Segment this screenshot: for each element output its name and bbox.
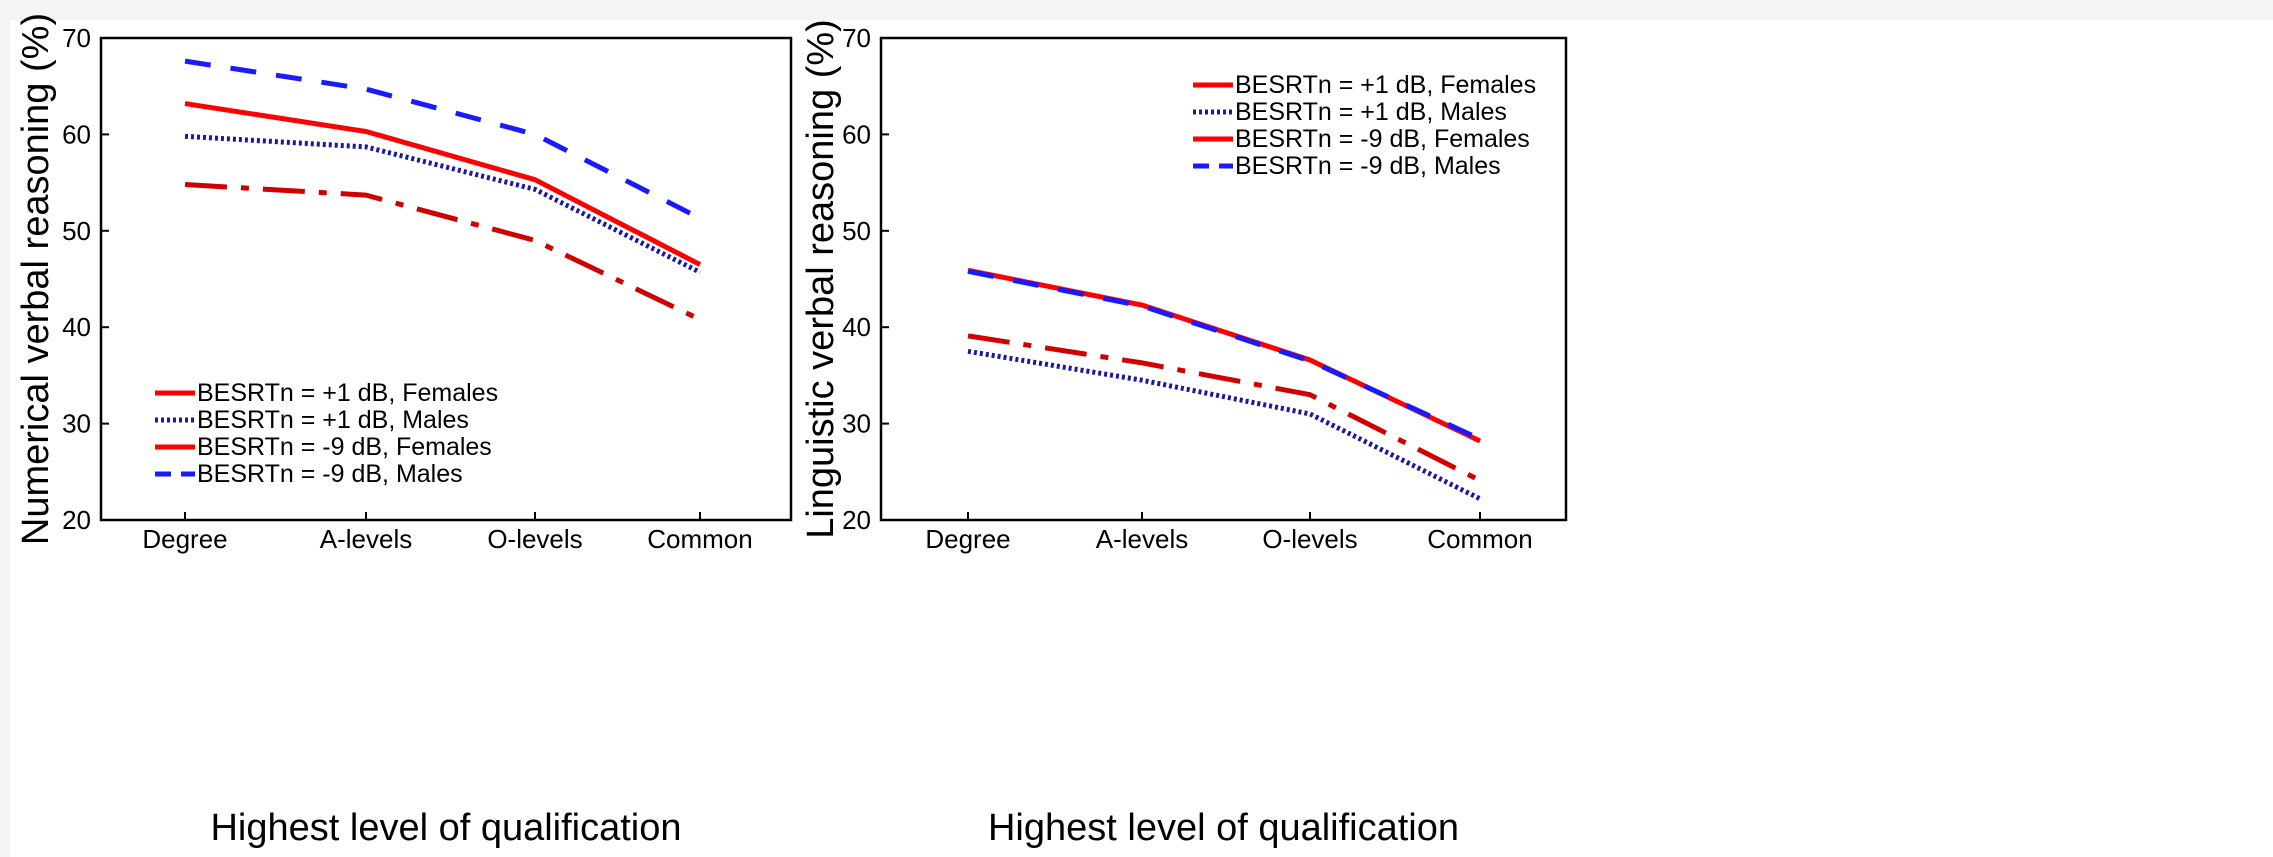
y-axis-title: Linguistic verbal reasoning (%) <box>800 19 842 539</box>
y-tick-label: 50 <box>62 216 91 246</box>
y-tick-label: 20 <box>62 505 91 535</box>
numerical-reasoning-chart: 70 60 50 40 30 20 Degree A-levels O-levels Common… <box>15 13 793 849</box>
x-tick-label: Degree <box>142 524 227 554</box>
y-tick-label: 30 <box>842 409 871 439</box>
series-line <box>967 267 1482 444</box>
legend-entry-label: BESRTn = -9 dB, Females <box>197 433 492 461</box>
series-line <box>184 133 702 275</box>
series-line <box>184 58 702 221</box>
y-tick-label: 50 <box>842 216 871 246</box>
y-axis-title: Numerical verbal reasoning (%) <box>15 13 57 545</box>
legend-entry-label: BESRTn = -9 dB, Males <box>197 460 463 488</box>
x-tick-label: O-levels <box>487 524 582 554</box>
legend-entry-label: BESRTn = +1 dB, Males <box>197 406 469 434</box>
y-tick-label: 60 <box>842 119 871 149</box>
y-tick-label: 60 <box>62 119 91 149</box>
x-tick-label: Common <box>647 524 752 554</box>
legend-entry-label: BESRTn = -9 dB, Males <box>1235 152 1501 180</box>
legend-entry-label: BESRTn = +1 dB, Females <box>1235 71 1536 99</box>
x-axis-title: Highest level of qualification <box>988 807 1459 849</box>
series-line <box>184 101 702 267</box>
x-tick-label: Common <box>1427 524 1532 554</box>
legend-entry-label: BESRTn = -9 dB, Females <box>1235 125 1530 153</box>
series-line <box>184 182 702 322</box>
legend-entry-label: BESRTn = +1 dB, Females <box>197 379 498 407</box>
series-line <box>967 333 1482 483</box>
x-tick-label: A-levels <box>320 524 412 554</box>
y-tick-label: 30 <box>62 409 91 439</box>
x-tick-label: A-levels <box>1096 524 1188 554</box>
x-tick-label: Degree <box>925 524 1010 554</box>
plot-area-frame <box>99 36 793 522</box>
figure-frame <box>10 20 2273 857</box>
y-tick-label: 70 <box>842 23 871 53</box>
y-tick-label: 20 <box>842 505 871 535</box>
y-tick-label: 70 <box>62 23 91 53</box>
y-tick-label: 40 <box>842 312 871 342</box>
linguistic-reasoning-chart: 70 60 50 40 30 20 Degree A-levels O-levels Common… <box>800 19 1568 849</box>
x-axis-title: Highest level of qualification <box>210 807 681 849</box>
y-tick-label: 40 <box>62 312 91 342</box>
legend-entry-label: BESRTn = +1 dB, Males <box>1235 98 1507 126</box>
x-tick-label: O-levels <box>1262 524 1357 554</box>
plot-area-frame <box>879 36 1568 522</box>
